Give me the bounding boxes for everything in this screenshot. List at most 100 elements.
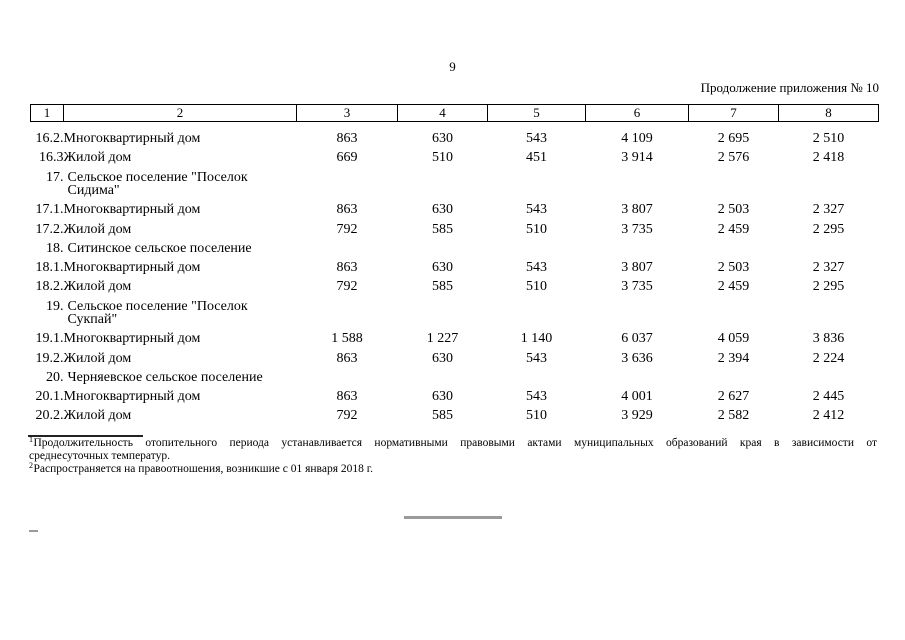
- table-row-19: 19. Сельское поселение "Поселок Сукпай": [31, 297, 879, 330]
- value-col-6: 4 109: [621, 131, 653, 146]
- value-col-6: 6 037: [621, 331, 653, 347]
- value-col-7: [689, 168, 779, 201]
- row-number: 17.1.: [35, 202, 64, 218]
- value-col-5: 543: [526, 350, 547, 366]
- value-col-6: 3 807: [621, 202, 653, 218]
- value-col-5: 510: [526, 221, 547, 237]
- value-col-7: [689, 239, 779, 258]
- value-col-8: [779, 297, 879, 330]
- value-col-8: [779, 368, 879, 387]
- row-label: Черняевское сельское поселение: [67, 369, 263, 385]
- value-col-5: 510: [526, 279, 547, 295]
- value-col-4: 630: [432, 260, 453, 275]
- table-row-17.1: 17.1. Многоквартирный дом 863 630 543 3 807 2 …: [31, 201, 879, 220]
- value-col-6: [586, 168, 689, 201]
- value-col-8: 3 836: [812, 331, 845, 347]
- row-number: 20.: [46, 369, 64, 385]
- horizontal-rule-artifact: [404, 516, 502, 519]
- table-row-16.3: 16.3 Жилой дом 669 510 451 3 914 2 576 2 418: [31, 149, 879, 168]
- value-col-5: 543: [526, 131, 547, 146]
- value-col-6: 3 929: [621, 408, 653, 424]
- row-label: Сельское поселение "Поселок Сидима": [67, 169, 248, 198]
- footnote-2-marker: 2: [29, 460, 33, 470]
- table-row-19.2: 19.2. Жилой дом 863 630 543 3 636 2 394 2 224: [31, 349, 879, 368]
- value-col-7: 2 394: [717, 350, 750, 366]
- value-col-7: [689, 297, 779, 330]
- value-col-5: [488, 168, 586, 201]
- value-col-4: [398, 368, 488, 387]
- row-number: 17.2.: [35, 221, 64, 237]
- row-number: 17.: [46, 169, 64, 185]
- footnotes: 1Продолжительность отопительного периода…: [29, 435, 877, 476]
- table-row-18.2: 18.2. Жилой дом 792 585 510 3 735 2 459 2 295: [31, 278, 879, 297]
- row-number: 18.2.: [35, 279, 64, 295]
- value-col-5: [488, 368, 586, 387]
- value-col-7: [689, 368, 779, 387]
- value-col-4: [398, 297, 488, 330]
- value-col-5: 451: [526, 150, 547, 166]
- footnote-1-line-2: среднесуточных температур.: [29, 450, 170, 463]
- value-col-4: 630: [432, 131, 453, 146]
- value-col-5: 543: [526, 202, 547, 218]
- row-label: Многоквартирный дом: [63, 389, 201, 404]
- value-col-4: [398, 239, 488, 258]
- value-col-4: [398, 168, 488, 201]
- value-col-4: 630: [432, 389, 453, 404]
- row-number: 16.3: [39, 150, 64, 166]
- row-number: 19.1.: [35, 331, 64, 347]
- value-col-6: 3 735: [621, 221, 653, 237]
- value-col-8: 2 327: [812, 260, 845, 275]
- value-col-6: 3 914: [621, 150, 653, 166]
- column-header-7: 7: [688, 104, 779, 122]
- page-number: 9: [449, 59, 456, 74]
- value-col-6: 3 636: [621, 350, 653, 366]
- value-col-6: 3 735: [621, 279, 653, 295]
- table-row-17: 17. Сельское поселение "Поселок Сидима": [31, 168, 879, 201]
- row-label: Ситинское сельское поселение: [67, 240, 252, 256]
- value-col-3: 863: [336, 350, 358, 366]
- value-col-6: [586, 239, 689, 258]
- value-col-7: 2 459: [717, 221, 750, 237]
- value-col-5: 1 140: [520, 331, 553, 347]
- value-col-3: 792: [336, 279, 358, 295]
- value-col-3: [297, 239, 398, 258]
- table-body: 16.2. Многоквартирный дом 863 630 543 4 109 2 …: [31, 122, 879, 426]
- row-number: 20.2.: [35, 408, 64, 424]
- table-row-18: 18. Ситинское сельское поселение: [31, 239, 879, 258]
- value-col-4: 510: [432, 150, 453, 166]
- row-label: Жилой дом: [63, 408, 132, 424]
- value-col-7: 2 582: [717, 408, 750, 424]
- table-row-17.2: 17.2. Жилой дом 792 585 510 3 735 2 459 2 295: [31, 220, 879, 239]
- value-col-3: 863: [336, 202, 358, 218]
- value-col-7: 2 503: [717, 260, 750, 275]
- value-col-5: 543: [526, 389, 547, 404]
- value-col-8: 2 295: [812, 221, 845, 237]
- value-col-7: 2 627: [717, 389, 750, 404]
- value-col-8: 2 412: [812, 408, 845, 424]
- value-col-7: 2 459: [717, 279, 750, 295]
- value-col-7: 2 695: [717, 131, 750, 146]
- row-label: Жилой дом: [63, 350, 132, 366]
- value-col-4: 585: [432, 408, 453, 424]
- column-header-8: 8: [778, 104, 879, 122]
- value-col-3: [297, 168, 398, 201]
- value-col-8: 2 327: [812, 202, 845, 218]
- value-col-8: [779, 239, 879, 258]
- value-col-3: 863: [336, 389, 358, 404]
- value-col-4: 585: [432, 279, 453, 295]
- row-label: Сельское поселение "Поселок Сукпай": [67, 298, 248, 327]
- value-col-4: 585: [432, 221, 453, 237]
- row-label: Жилой дом: [63, 221, 132, 237]
- continuation-label: Продолжение приложения № 10: [700, 80, 879, 95]
- value-col-3: [297, 297, 398, 330]
- column-header-1: 1: [30, 104, 64, 122]
- value-col-6: [586, 368, 689, 387]
- row-number: 18.: [46, 240, 64, 256]
- value-col-6: 3 807: [621, 260, 653, 275]
- value-col-4: 630: [432, 350, 453, 366]
- value-col-8: 2 510: [812, 131, 845, 146]
- row-label: Многоквартирный дом: [63, 331, 201, 347]
- dash-artifact: [29, 530, 38, 532]
- value-col-5: 543: [526, 260, 547, 275]
